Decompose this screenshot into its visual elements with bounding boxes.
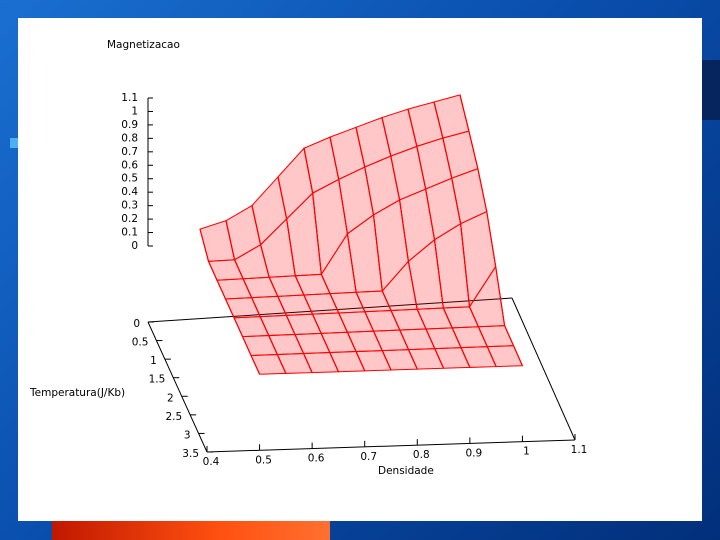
z-tick-label: 1.1: [121, 92, 138, 104]
z-tick-label: 0.7: [121, 146, 138, 158]
x-tick-label: 0.5: [255, 454, 272, 466]
decor-stripe: [700, 60, 720, 120]
x-tick-label: 0.6: [308, 453, 325, 465]
plot-panel: [18, 18, 702, 521]
z-tick-label: 0.5: [121, 173, 138, 185]
z-tick-label: 1: [131, 105, 138, 117]
x-tick-label: 0.8: [413, 449, 430, 461]
mesh-line: [407, 108, 471, 368]
z-axis-label: Magnetizacao: [107, 39, 180, 51]
y-tick-label: 1.5: [149, 374, 166, 386]
mesh-line: [225, 220, 287, 374]
decor-bar: [52, 520, 330, 540]
mesh-line: [251, 205, 313, 373]
decor-square: [10, 138, 18, 148]
y-tick-label: 0.5: [132, 337, 149, 349]
z-tick-label: 0.9: [121, 119, 138, 131]
y-axis-label: Temperatura(J/Kb): [29, 387, 125, 399]
x-axis-label: Densidade: [378, 465, 434, 477]
x-tick-label: 0.7: [360, 451, 377, 463]
axis-line: [147, 297, 513, 323]
y-tick-label: 3: [184, 429, 191, 441]
axis-line: [147, 321, 208, 453]
y-tick-label: 2: [167, 392, 174, 404]
x-tick-label: 0.9: [466, 447, 483, 459]
y-tick-label: 1: [150, 355, 157, 367]
y-tick-label: 0: [133, 318, 140, 330]
y-tick-label: 2.5: [165, 411, 182, 423]
mesh-line: [381, 117, 445, 369]
z-tick-label: 0.6: [121, 159, 138, 171]
x-tick-label: 1: [523, 446, 530, 458]
z-tick-label: 0.4: [121, 186, 138, 198]
y-tick-label: 3.5: [182, 448, 199, 460]
x-tick-label: 1.1: [571, 444, 588, 456]
mesh-line: [459, 94, 523, 366]
x-tick-label: 0.4: [203, 456, 220, 468]
axis-line: [206, 439, 576, 453]
mesh-line: [433, 101, 497, 367]
mesh-line: [303, 148, 366, 372]
mesh-line: [329, 137, 392, 371]
z-tick-label: 0.8: [121, 132, 138, 144]
z-tick-label: 0.2: [121, 213, 138, 225]
mesh-line: [277, 176, 339, 372]
z-tick-label: 0.3: [121, 200, 138, 212]
z-tick-label: 0: [131, 240, 138, 252]
z-tick-label: 0.1: [121, 227, 138, 239]
axis-line: [511, 297, 576, 441]
mesh-line: [355, 127, 418, 370]
mesh-line: [199, 228, 261, 375]
